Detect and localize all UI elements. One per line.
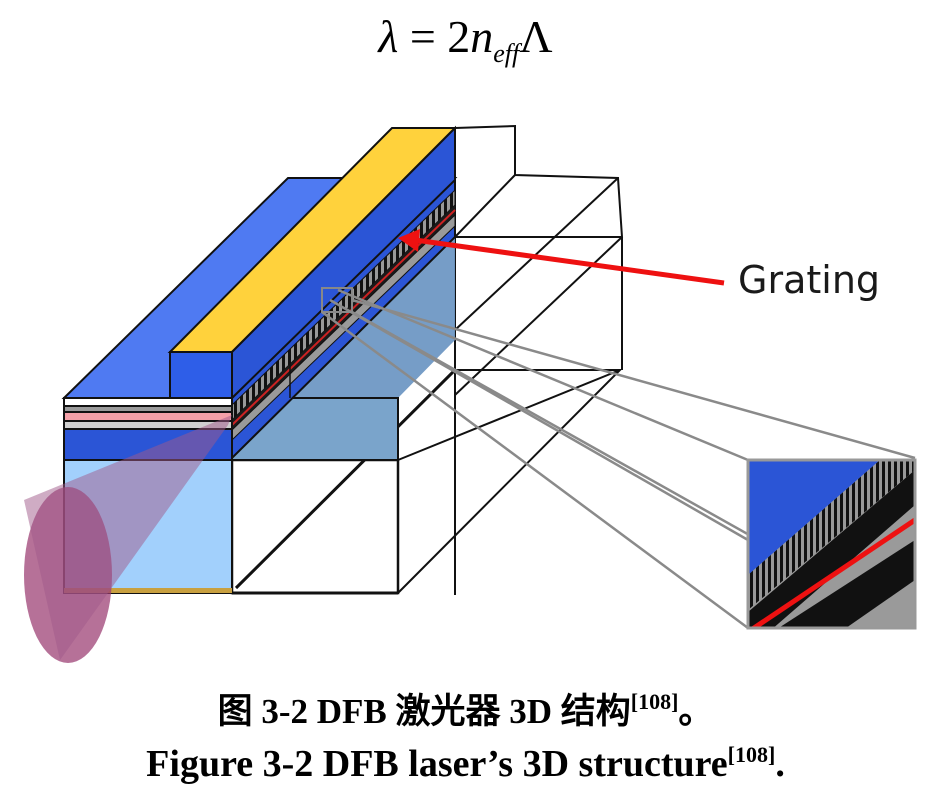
substrate-side-face <box>230 458 400 595</box>
caption-chinese-text: 图 3-2 DFB 激光器 3D 结构 <box>217 692 631 731</box>
caption-chinese: 图 3-2 DFB 激光器 3D 结构[108]。 <box>0 683 931 734</box>
output-beam-cone <box>24 415 232 660</box>
bragg-formula: λ = 2neffΛ <box>0 10 931 69</box>
grating-pointer-arrow <box>398 229 725 286</box>
grating-label: Grating <box>738 258 881 302</box>
formula-n: n <box>470 11 494 62</box>
formula-lambda: λ <box>378 11 399 62</box>
caption-english-end: . <box>775 743 785 785</box>
caption-english-ref: [108] <box>727 742 776 767</box>
caption-chinese-end: 。 <box>678 692 714 731</box>
caption-english-text: Figure 3-2 DFB laser’s 3D structure <box>146 743 728 785</box>
formula-subscript: eff <box>493 39 520 68</box>
formula-grating-period: Λ <box>519 11 553 62</box>
grating-zoom-inset <box>746 458 917 630</box>
caption-chinese-ref: [108] <box>630 689 679 714</box>
caption-english: Figure 3-2 DFB laser’s 3D structure[108]… <box>0 742 931 786</box>
formula-equals: = 2 <box>398 11 471 62</box>
